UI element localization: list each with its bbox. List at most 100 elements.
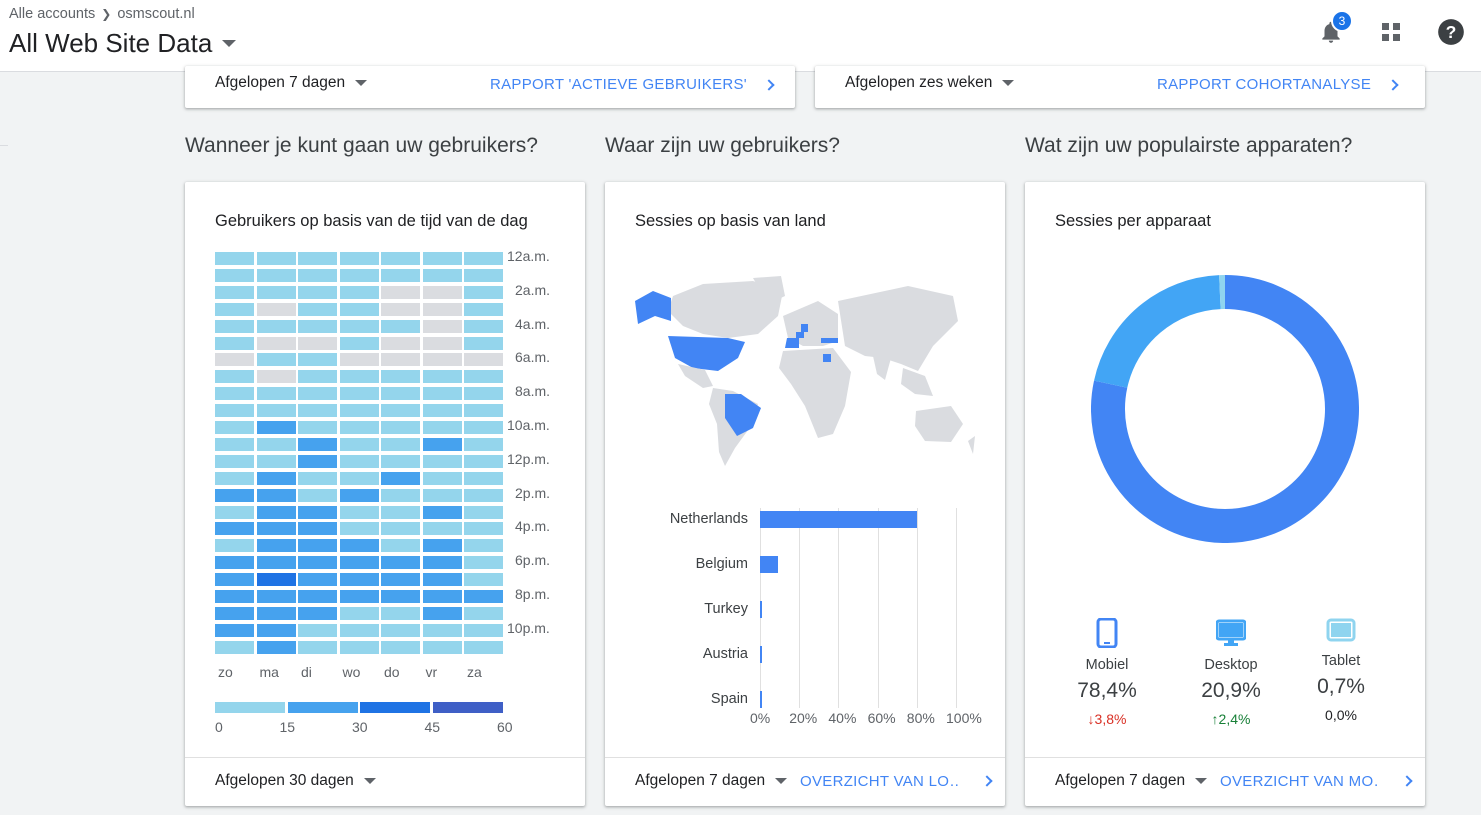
heatmap-cell[interactable] <box>298 319 337 333</box>
heatmap-cell[interactable] <box>381 573 420 587</box>
heatmap-cell[interactable] <box>464 640 503 654</box>
date-range-selector[interactable]: Afgelopen zes weken <box>845 74 1015 92</box>
heatmap-cell[interactable] <box>381 471 420 485</box>
heatmap-cell[interactable] <box>256 640 296 654</box>
heatmap-cell[interactable] <box>422 471 462 485</box>
heatmap-cell[interactable] <box>464 319 503 333</box>
heatmap-cell[interactable] <box>339 623 379 637</box>
heatmap-cell[interactable] <box>256 522 296 536</box>
breadcrumb-account[interactable]: Alle accounts <box>9 6 96 22</box>
heatmap-cell[interactable] <box>339 404 379 418</box>
heatmap-cell[interactable] <box>464 539 503 553</box>
heatmap-cell[interactable] <box>339 556 379 570</box>
heatmap-cell[interactable] <box>339 370 379 384</box>
heatmap-cell[interactable] <box>256 302 296 316</box>
heatmap-cell[interactable] <box>422 336 462 350</box>
heatmap-cell[interactable] <box>422 404 462 418</box>
breadcrumb[interactable]: Alle accounts ❯ osmscout.nl <box>9 6 195 22</box>
heatmap-cell[interactable] <box>215 640 254 654</box>
heatmap-cell[interactable] <box>339 606 379 620</box>
heatmap-cell[interactable] <box>215 268 254 282</box>
heatmap-cell[interactable] <box>464 370 503 384</box>
heatmap-cell[interactable] <box>381 539 420 553</box>
heatmap-cell[interactable] <box>339 505 379 519</box>
heatmap-cell[interactable] <box>339 252 379 265</box>
chevron-right-icon[interactable] <box>1401 775 1413 787</box>
date-range-selector[interactable]: Afgelopen 7 dagen <box>635 772 788 790</box>
heatmap-cell[interactable] <box>422 488 462 502</box>
heatmap-cell[interactable] <box>298 252 337 265</box>
heatmap-cell[interactable] <box>215 404 254 418</box>
heatmap-cell[interactable] <box>422 319 462 333</box>
heatmap-cell[interactable] <box>298 336 337 350</box>
heatmap-cell[interactable] <box>422 353 462 367</box>
heatmap-cell[interactable] <box>464 505 503 519</box>
heatmap-cell[interactable] <box>381 522 420 536</box>
heatmap-cell[interactable] <box>339 302 379 316</box>
heatmap-cell[interactable] <box>256 370 296 384</box>
heatmap-cell[interactable] <box>298 488 337 502</box>
heatmap-cell[interactable] <box>215 370 254 384</box>
heatmap-cell[interactable] <box>422 556 462 570</box>
country-bar[interactable] <box>760 691 762 708</box>
country-bar[interactable] <box>760 511 917 528</box>
heatmap-cell[interactable] <box>256 404 296 418</box>
heatmap-cell[interactable] <box>215 590 254 603</box>
heatmap-cell[interactable] <box>215 421 254 434</box>
active-users-report-link[interactable]: RAPPORT 'ACTIEVE GEBRUIKERS' <box>490 76 775 93</box>
heatmap-cell[interactable] <box>256 505 296 519</box>
heatmap-cell[interactable] <box>339 319 379 333</box>
heatmap-cell[interactable] <box>381 370 420 384</box>
heatmap-cell[interactable] <box>215 437 254 451</box>
heatmap-cell[interactable] <box>381 336 420 350</box>
date-range-selector[interactable]: Afgelopen 7 dagen <box>1055 772 1208 790</box>
heatmap-cell[interactable] <box>298 573 337 587</box>
heatmap-cell[interactable] <box>422 437 462 451</box>
heatmap-cell[interactable] <box>422 454 462 468</box>
heatmap-cell[interactable] <box>381 606 420 620</box>
heatmap-cell[interactable] <box>464 590 503 603</box>
heatmap-cell[interactable] <box>381 556 420 570</box>
heatmap-cell[interactable] <box>339 539 379 553</box>
heatmap-cell[interactable] <box>339 336 379 350</box>
heatmap-cell[interactable] <box>464 437 503 451</box>
heatmap-cell[interactable] <box>381 454 420 468</box>
heatmap-cell[interactable] <box>256 421 296 434</box>
heatmap-cell[interactable] <box>381 387 420 401</box>
heatmap-cell[interactable] <box>381 640 420 654</box>
heatmap-cell[interactable] <box>422 522 462 536</box>
heatmap-cell[interactable] <box>215 319 254 333</box>
heatmap-cell[interactable] <box>215 573 254 587</box>
heatmap-cell[interactable] <box>298 370 337 384</box>
heatmap-cell[interactable] <box>381 268 420 282</box>
country-bar[interactable] <box>760 556 778 573</box>
heatmap-cell[interactable] <box>339 488 379 502</box>
heatmap-cell[interactable] <box>422 640 462 654</box>
heatmap-cell[interactable] <box>464 404 503 418</box>
heatmap-cell[interactable] <box>215 302 254 316</box>
heatmap-cell[interactable] <box>256 590 296 603</box>
heatmap-cell[interactable] <box>464 387 503 401</box>
heatmap-cell[interactable] <box>464 454 503 468</box>
heatmap-cell[interactable] <box>298 623 337 637</box>
heatmap-cell[interactable] <box>339 590 379 603</box>
heatmap-cell[interactable] <box>298 556 337 570</box>
heatmap-cell[interactable] <box>339 285 379 299</box>
chevron-right-icon[interactable] <box>981 775 993 787</box>
heatmap-cell[interactable] <box>215 539 254 553</box>
help-button[interactable]: ? <box>1435 16 1467 48</box>
heatmap-cell[interactable] <box>339 437 379 451</box>
heatmap-cell[interactable] <box>215 285 254 299</box>
heatmap-cell[interactable] <box>422 268 462 282</box>
heatmap-cell[interactable] <box>464 623 503 637</box>
heatmap-cell[interactable] <box>464 268 503 282</box>
heatmap-cell[interactable] <box>381 590 420 603</box>
heatmap-cell[interactable] <box>464 353 503 367</box>
heatmap-cell[interactable] <box>298 421 337 434</box>
mobile-overview-link[interactable]: OVERZICHT VAN MO… <box>1220 773 1380 790</box>
heatmap-cell[interactable] <box>215 252 254 265</box>
location-overview-link[interactable]: OVERZICHT VAN LO… <box>800 773 960 790</box>
heatmap-cell[interactable] <box>339 268 379 282</box>
heatmap-cell[interactable] <box>422 252 462 265</box>
heatmap-cell[interactable] <box>464 302 503 316</box>
